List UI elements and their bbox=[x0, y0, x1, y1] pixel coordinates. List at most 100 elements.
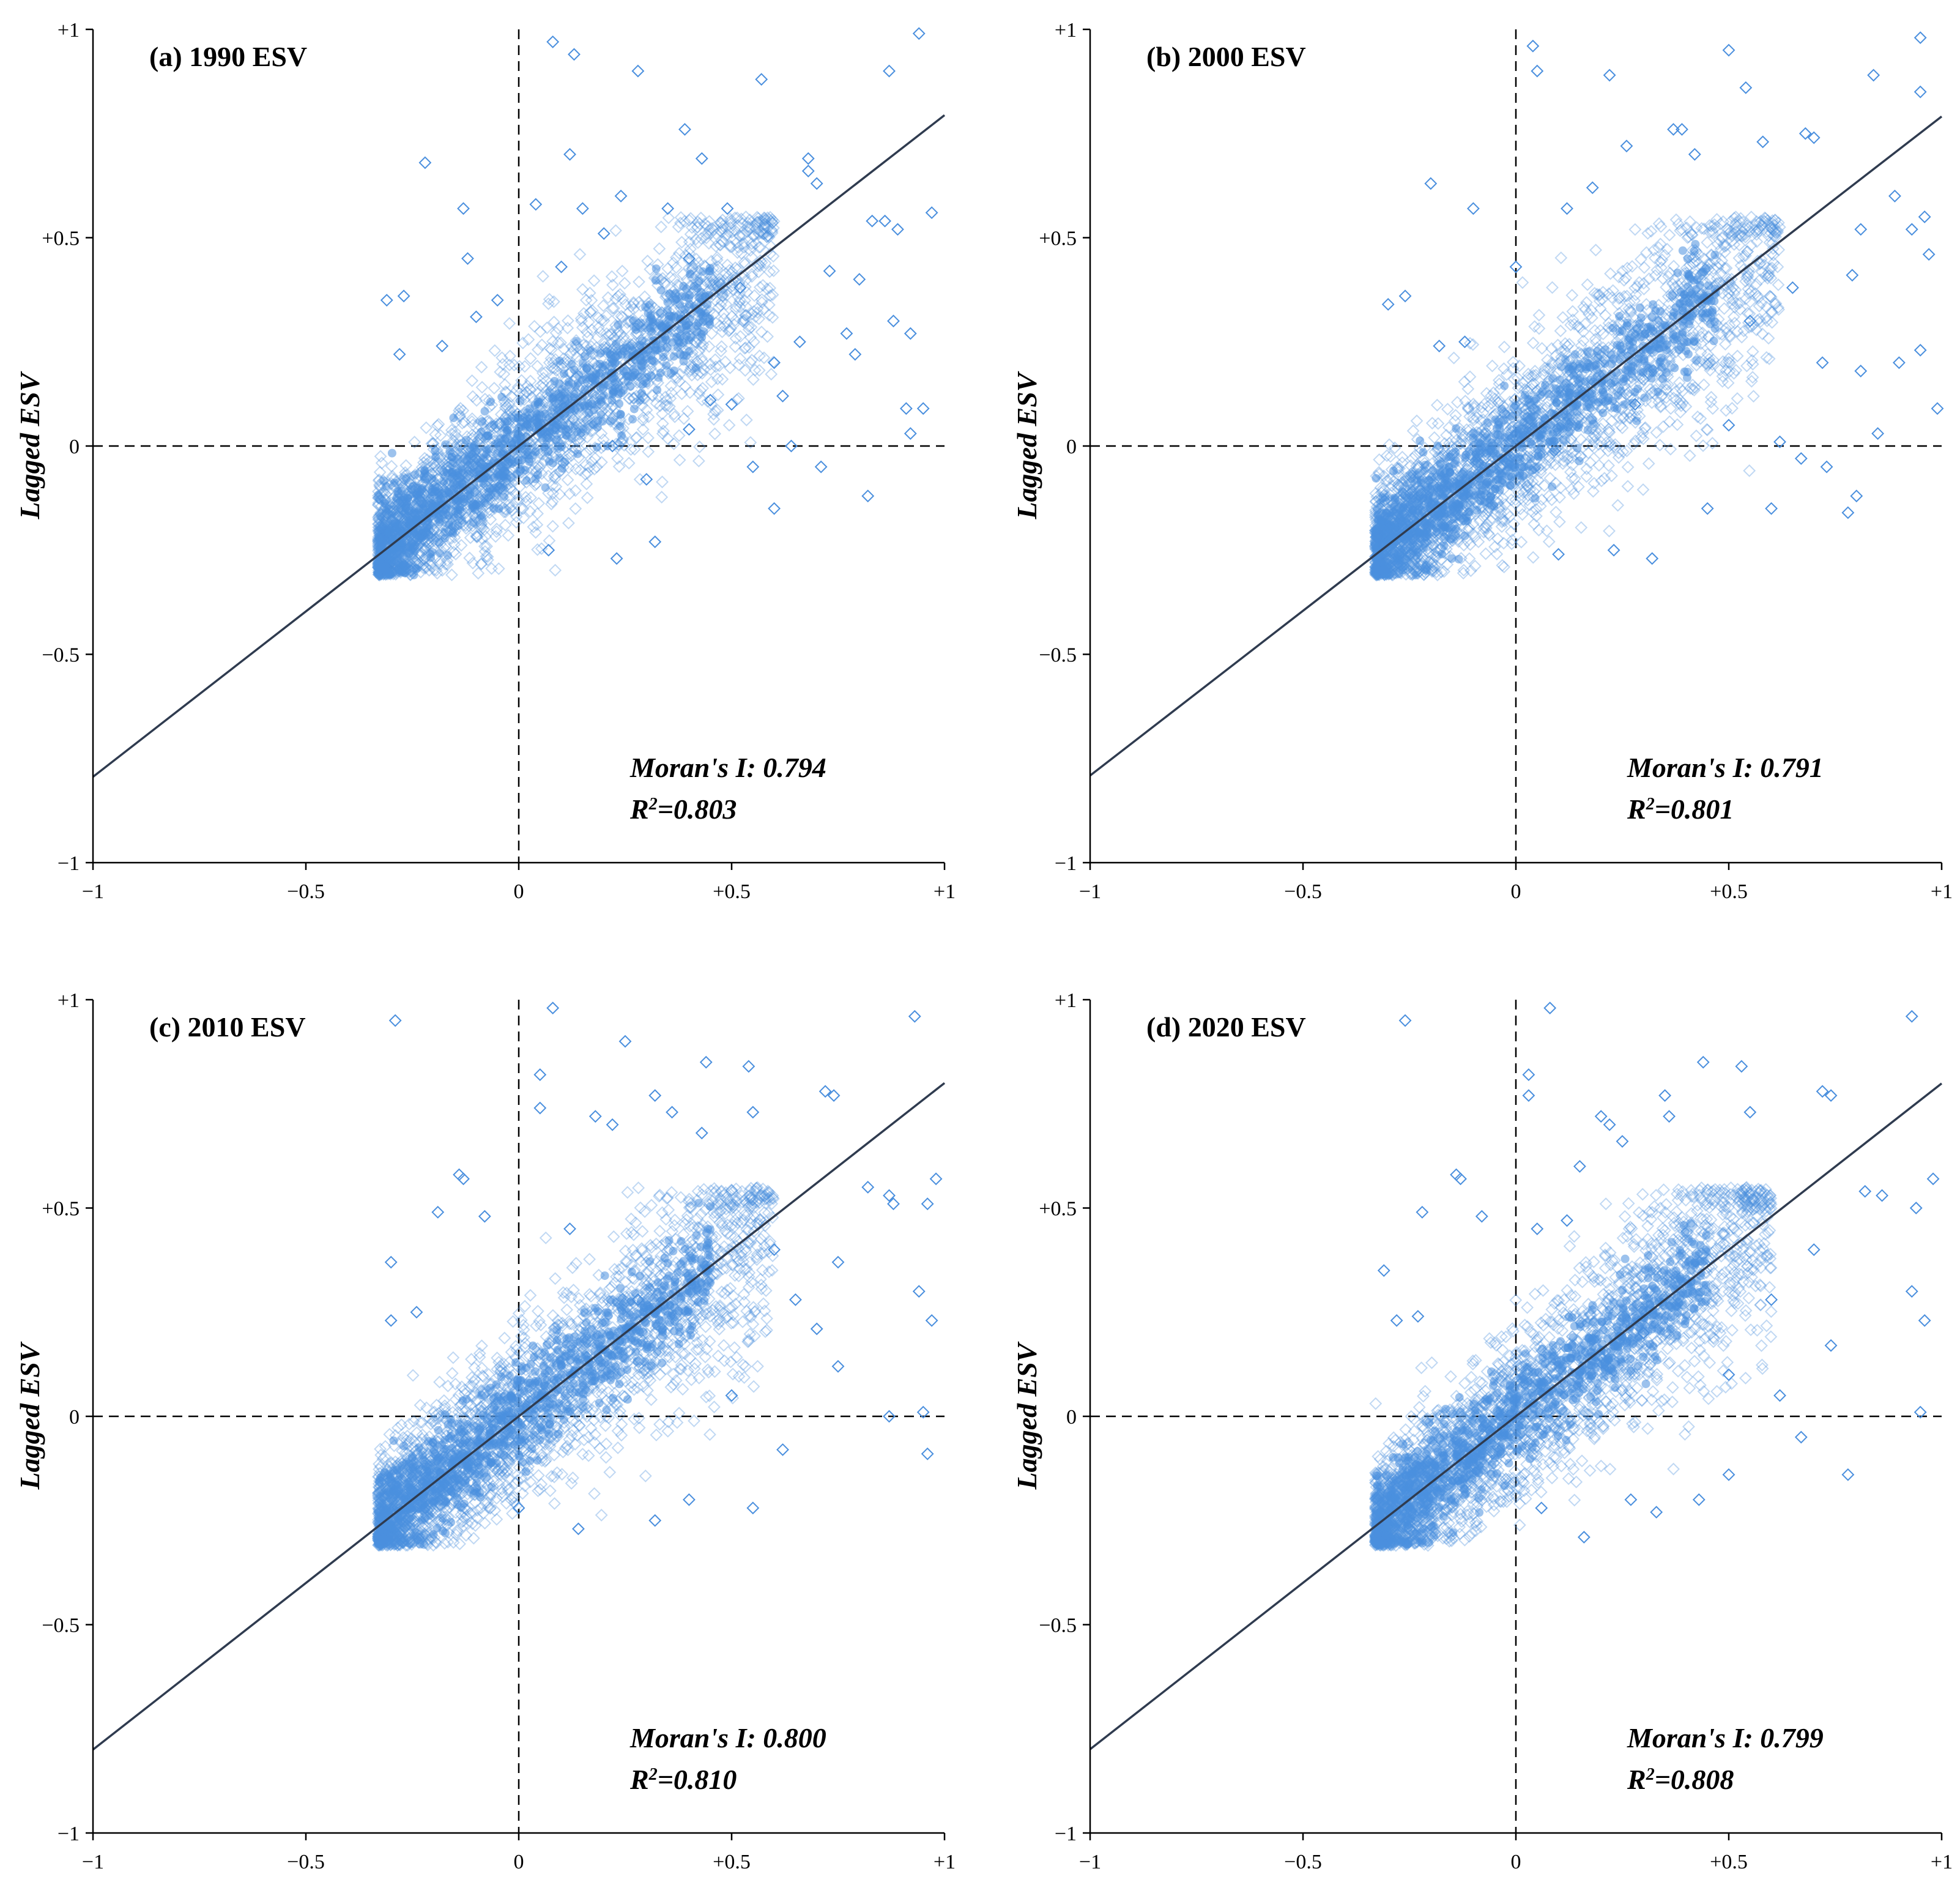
cluster-core-point bbox=[387, 448, 396, 458]
cluster-core-point bbox=[516, 396, 525, 405]
cluster-point bbox=[595, 427, 608, 440]
cluster-core-point bbox=[600, 391, 609, 400]
cluster-point bbox=[1690, 429, 1703, 442]
cluster-point bbox=[588, 452, 602, 465]
cluster-point bbox=[585, 294, 598, 307]
cluster-point bbox=[753, 349, 767, 363]
cluster-core-point bbox=[605, 349, 614, 359]
data-point bbox=[631, 64, 645, 78]
cluster-point bbox=[496, 357, 510, 371]
cluster-core-point bbox=[580, 401, 589, 410]
cluster-point bbox=[606, 278, 619, 292]
y-tick-label: 0 bbox=[69, 436, 80, 458]
cluster-point bbox=[756, 278, 770, 292]
data-point bbox=[904, 327, 917, 340]
cluster-point bbox=[767, 250, 780, 263]
cluster-point bbox=[478, 540, 491, 553]
cluster-point bbox=[431, 419, 444, 433]
cluster-point bbox=[452, 407, 466, 420]
cluster-point bbox=[1740, 359, 1753, 373]
cluster-point bbox=[637, 411, 650, 424]
cluster-point bbox=[668, 410, 681, 423]
cluster-point bbox=[591, 331, 604, 344]
cluster-core-point bbox=[525, 415, 534, 424]
cluster-point bbox=[574, 312, 588, 325]
data-point bbox=[491, 294, 504, 307]
cluster-point bbox=[743, 222, 757, 236]
data-point bbox=[597, 227, 611, 240]
cluster-core-point bbox=[637, 336, 647, 346]
cluster-core-point bbox=[669, 352, 678, 361]
cluster-core-point bbox=[686, 270, 695, 279]
cluster-point bbox=[530, 518, 544, 532]
cluster-point bbox=[448, 538, 461, 551]
y-tick-label: +1 bbox=[58, 19, 80, 42]
cluster-point bbox=[627, 297, 640, 310]
cluster-point bbox=[470, 529, 483, 543]
cluster-point bbox=[585, 323, 598, 336]
cluster-core-point bbox=[623, 377, 633, 386]
cluster-point bbox=[536, 270, 549, 283]
cluster-core-point bbox=[494, 504, 503, 513]
cluster-point bbox=[466, 418, 480, 431]
cluster-point bbox=[752, 212, 765, 225]
cluster-point bbox=[475, 381, 489, 394]
cluster-point bbox=[642, 445, 655, 458]
cluster-point bbox=[456, 417, 469, 430]
cluster-point bbox=[651, 390, 665, 403]
cluster-point bbox=[494, 365, 507, 379]
cluster-point bbox=[609, 437, 623, 450]
cluster-core-point bbox=[464, 466, 473, 475]
cluster-core-point bbox=[436, 549, 445, 558]
cluster-point bbox=[715, 344, 727, 358]
data-point bbox=[801, 165, 815, 177]
cluster-core-point bbox=[623, 350, 632, 359]
cluster-point bbox=[749, 310, 762, 324]
data-point bbox=[576, 202, 589, 215]
cluster-point bbox=[709, 294, 722, 307]
cluster-point bbox=[492, 562, 505, 575]
cluster-core-point bbox=[653, 385, 662, 395]
cluster-point bbox=[715, 226, 728, 239]
cluster-core-point bbox=[397, 486, 406, 496]
cluster-point bbox=[716, 281, 730, 295]
cluster-core-point bbox=[608, 385, 617, 395]
cluster-point bbox=[694, 384, 707, 397]
cluster-point bbox=[650, 396, 663, 410]
cluster-core-point bbox=[482, 445, 491, 455]
cluster-point bbox=[749, 222, 763, 236]
cluster-point bbox=[738, 294, 752, 307]
cluster-point bbox=[546, 335, 559, 348]
cluster-point bbox=[748, 228, 761, 241]
cluster-point bbox=[612, 460, 626, 473]
cluster-point bbox=[708, 404, 722, 418]
cluster-core-point bbox=[467, 449, 477, 458]
cluster-core-point bbox=[402, 474, 411, 483]
data-point bbox=[755, 73, 768, 86]
cluster-core-point bbox=[629, 365, 638, 374]
cluster-point bbox=[454, 440, 467, 453]
cluster-point bbox=[554, 336, 568, 349]
data-point bbox=[848, 348, 862, 361]
cluster-point bbox=[1701, 236, 1714, 249]
cluster-point bbox=[475, 520, 488, 533]
cluster-point bbox=[766, 311, 779, 324]
y-axis-label: Lagged ESV bbox=[14, 371, 45, 519]
cluster-core-point bbox=[548, 394, 557, 403]
cluster-core-point bbox=[542, 433, 551, 442]
data-point bbox=[891, 223, 904, 236]
cluster-point bbox=[1373, 453, 1386, 466]
cluster-point bbox=[751, 210, 764, 224]
cluster-core-point bbox=[449, 414, 458, 423]
cluster-core-point bbox=[393, 551, 403, 560]
cluster-point bbox=[766, 288, 779, 302]
cluster-point bbox=[571, 341, 584, 354]
data-point bbox=[912, 27, 926, 40]
cluster-point bbox=[573, 248, 587, 261]
cluster-core-point bbox=[622, 343, 631, 352]
cluster-point bbox=[675, 236, 688, 249]
cluster-point bbox=[579, 294, 593, 307]
cluster-core-point bbox=[531, 447, 540, 456]
cluster-core-point bbox=[663, 297, 672, 307]
cluster-point bbox=[724, 212, 737, 226]
